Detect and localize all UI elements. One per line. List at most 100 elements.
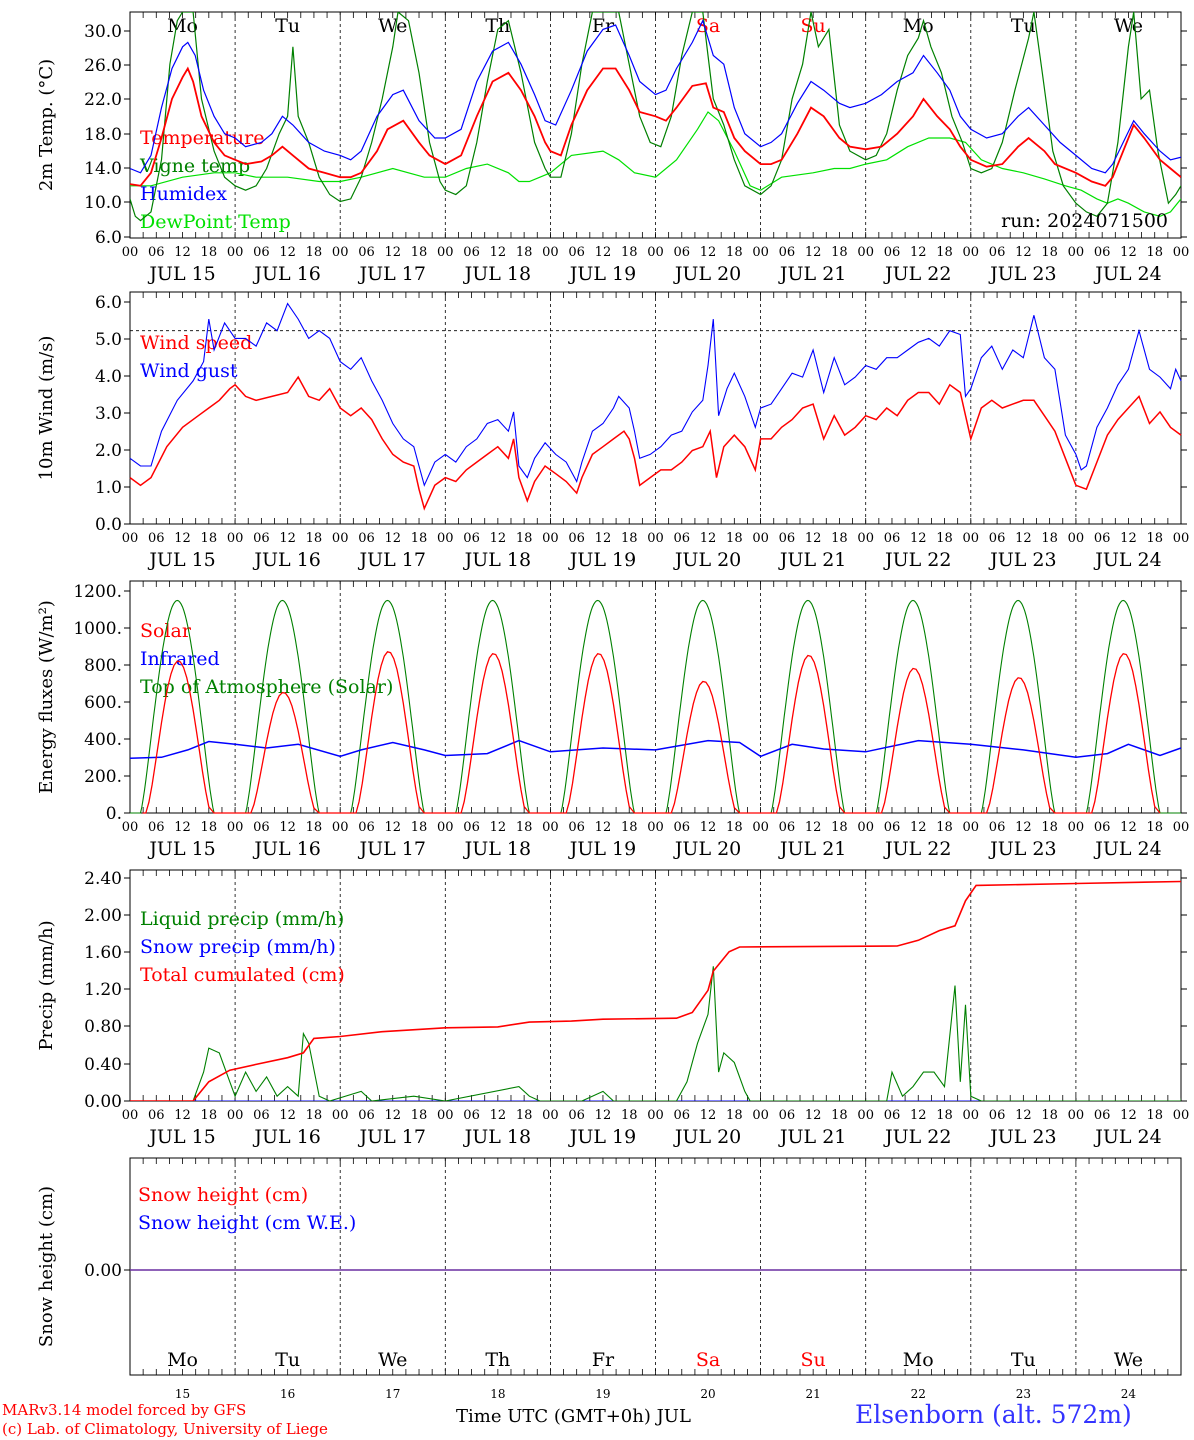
x-hour-label: 00 <box>122 820 139 835</box>
x-hour-label: 12 <box>1120 1108 1137 1123</box>
x-hour-label: 18 <box>621 531 638 546</box>
x-hour-label: 06 <box>989 820 1006 835</box>
x-hour-label: 00 <box>122 531 139 546</box>
temperature-series-group <box>130 12 1181 222</box>
x-hour-label: 12 <box>805 1108 822 1123</box>
x-hour-label: 18 <box>831 245 848 260</box>
x-hour-label: 00 <box>227 531 244 546</box>
x-hour-label: 12 <box>490 820 507 835</box>
y-axis-label: 10m Wind (m/s) <box>36 336 57 481</box>
x-hour-label: 18 <box>831 820 848 835</box>
x-hour-label: 12 <box>384 531 401 546</box>
x-date-label: JUL 23 <box>988 838 1056 860</box>
series-line <box>130 19 1181 174</box>
x-hour-label: 06 <box>1094 1108 1111 1123</box>
x-hour-label: 18 <box>1146 245 1163 260</box>
x-hour-label: 00 <box>1068 820 1085 835</box>
x-hour-label: 18 <box>1041 1108 1058 1123</box>
x-hour-label: 00 <box>857 245 874 260</box>
x-hour-label: 00 <box>437 531 454 546</box>
x-date-label: JUL 20 <box>673 263 741 285</box>
x-hour-label: 06 <box>779 531 796 546</box>
x-hour-label: 06 <box>1094 820 1111 835</box>
x-hour-label: 18 <box>621 1108 638 1123</box>
x-hour-label: 06 <box>358 820 375 835</box>
x-hour-label: 12 <box>174 531 191 546</box>
x-date-label: JUL 24 <box>1093 549 1161 571</box>
x-hour-label: 00 <box>332 531 349 546</box>
weekday-label: Mo <box>167 15 198 37</box>
x-date-label: JUL 24 <box>1093 1126 1161 1148</box>
x-date-label: JUL 22 <box>883 263 951 285</box>
y-tick-label: 800. <box>84 656 122 676</box>
weekday-label: Tu <box>275 1349 300 1371</box>
x-date-label: JUL 15 <box>147 263 215 285</box>
y-tick-label: 0.40 <box>84 1055 122 1075</box>
x-date-label: JUL 16 <box>252 838 320 860</box>
y-tick-label: 1.0 <box>95 478 122 498</box>
day-number-label: 22 <box>911 1387 926 1401</box>
y-axis-label: 2m Temp. (°C) <box>36 59 57 191</box>
x-date-label: JUL 19 <box>568 549 636 571</box>
legend-entry: DewPoint Temp <box>140 211 291 233</box>
x-hour-label: 18 <box>411 245 428 260</box>
y-tick-label: 1200. <box>73 582 122 602</box>
x-hour-label: 00 <box>857 1108 874 1123</box>
x-date-label: JUL 20 <box>673 838 741 860</box>
x-date-label: JUL 16 <box>252 549 320 571</box>
x-hour-label: 06 <box>358 245 375 260</box>
x-hour-label: 12 <box>700 531 717 546</box>
day-number-label: 24 <box>1121 1387 1137 1401</box>
x-date-label: JUL 17 <box>358 263 426 285</box>
y-tick-label: 10.0 <box>84 193 122 213</box>
x-hour-label: 18 <box>411 820 428 835</box>
weekday-label: Fr <box>592 1349 615 1371</box>
legend-entry: Total cumulated (cm) <box>140 964 345 986</box>
x-hour-label: 06 <box>148 1108 165 1123</box>
x-hour-label: 06 <box>674 1108 691 1123</box>
day-number-label: 17 <box>385 1387 400 1401</box>
x-hour-label: 18 <box>726 245 743 260</box>
x-date-label: JUL 18 <box>463 838 531 860</box>
x-hour-label: 12 <box>595 1108 612 1123</box>
x-hour-label: 00 <box>122 1108 139 1123</box>
x-hour-label: 12 <box>700 1108 717 1123</box>
x-hour-label: 06 <box>884 820 901 835</box>
y-tick-label: 0.80 <box>84 1017 122 1037</box>
x-hour-label: 00 <box>542 820 559 835</box>
x-date-label: JUL 20 <box>673 549 741 571</box>
series-line <box>129 375 1182 511</box>
x-hour-label: 18 <box>831 1108 848 1123</box>
series-line <box>142 651 1161 814</box>
x-hour-label: 12 <box>384 245 401 260</box>
x-hour-label: 06 <box>463 1108 480 1123</box>
precip-series-group <box>130 880 1181 1101</box>
x-hour-label: 06 <box>1094 245 1111 260</box>
x-date-label: JUL 17 <box>358 1126 426 1148</box>
weekday-label: Fr <box>592 15 615 37</box>
legend-entry: Temperature <box>140 127 264 149</box>
x-hour-label: 06 <box>989 1108 1006 1123</box>
x-hour-label: 06 <box>884 531 901 546</box>
x-date-label: JUL 19 <box>568 1126 636 1148</box>
x-hour-label: 18 <box>726 1108 743 1123</box>
weekday-label: Th <box>485 15 510 37</box>
x-hour-label: 06 <box>674 531 691 546</box>
x-hour-label: 18 <box>306 820 323 835</box>
x-hour-label: 12 <box>279 245 296 260</box>
x-hour-label: 18 <box>201 1108 218 1123</box>
x-hour-label: 18 <box>936 245 953 260</box>
weekday-label: We <box>1114 1349 1143 1371</box>
weekday-label: Mo <box>903 15 934 37</box>
x-hour-label: 00 <box>963 245 980 260</box>
x-date-label: JUL 23 <box>988 549 1056 571</box>
series-line <box>130 12 1181 222</box>
day-number-label: 23 <box>1016 1387 1031 1401</box>
y-tick-label: 14.0 <box>84 159 122 179</box>
x-hour-label: 12 <box>1015 245 1032 260</box>
x-hour-label: 12 <box>700 820 717 835</box>
x-hour-label: 00 <box>1173 245 1190 260</box>
x-hour-label: 00 <box>542 531 559 546</box>
y-tick-label: 5.0 <box>95 330 122 350</box>
x-hour-label: 18 <box>831 531 848 546</box>
